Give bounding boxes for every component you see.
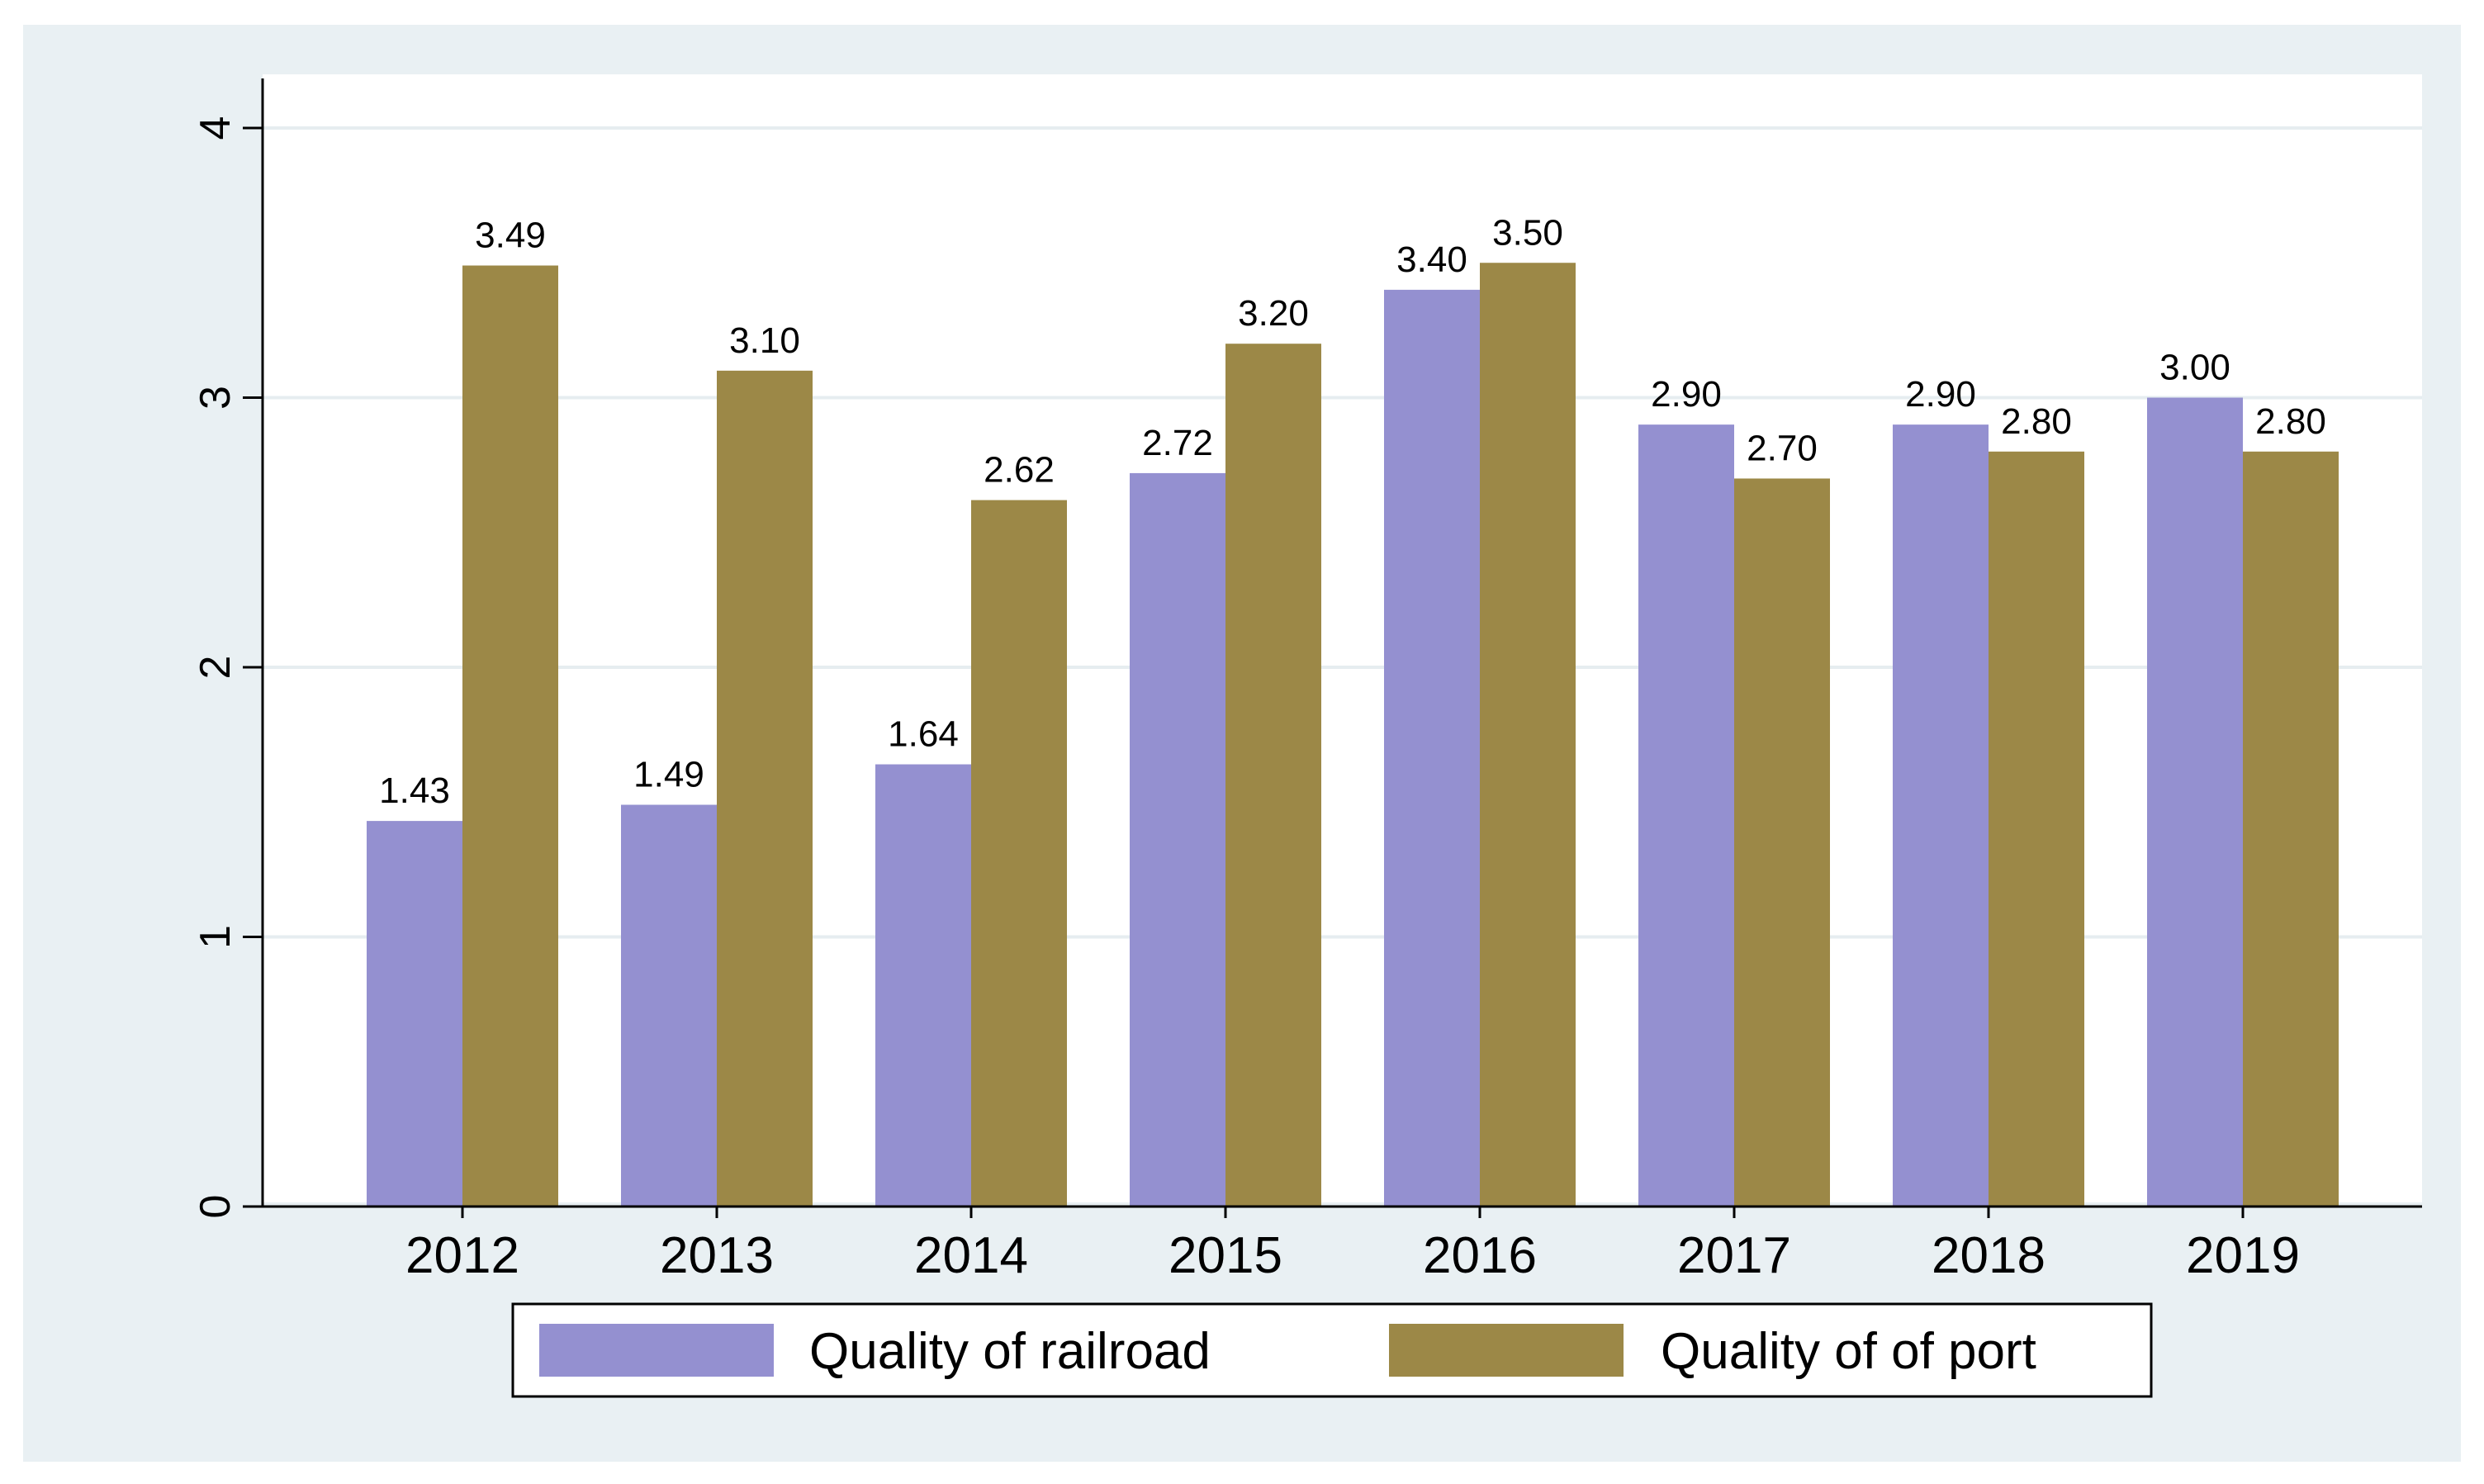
bar-railroad-2019 — [2147, 397, 2243, 1207]
data-label-railroad-2019: 3.00 — [2159, 348, 2230, 388]
data-label-port-2016: 3.50 — [1492, 212, 1563, 253]
bar-port-2012 — [462, 265, 558, 1207]
data-label-port-2013: 3.10 — [729, 320, 800, 361]
bar-railroad-2016 — [1384, 289, 1480, 1207]
bar-port-2016 — [1480, 263, 1576, 1207]
data-label-railroad-2018: 2.90 — [1905, 374, 1976, 415]
x-tick-label-2013: 2013 — [660, 1227, 774, 1284]
data-label-port-2019: 2.80 — [2255, 401, 2326, 442]
y-axis-ticks: 0 1 2 3 4 — [192, 116, 263, 1219]
data-label-railroad-2014: 1.64 — [888, 714, 959, 755]
legend-label-railroad: Quality of railroad — [809, 1323, 1211, 1380]
x-tick-label-2019: 2019 — [2186, 1227, 2300, 1284]
legend-swatch-port — [1389, 1324, 1624, 1377]
y-tick-label: 4 — [192, 116, 239, 140]
bar-chart: 1.43 3.49 1.49 3.10 1.64 2.62 2.72 3.20 3.40 3.50… — [192, 74, 2422, 1398]
bar-railroad-2015 — [1130, 472, 1225, 1207]
bar-railroad-2017 — [1638, 424, 1734, 1207]
data-label-railroad-2013: 1.49 — [633, 755, 704, 795]
data-labels: 1.43 3.49 1.49 3.10 1.64 2.62 2.72 3.20 3.40 3.50… — [379, 212, 2326, 811]
chart-frame: 1.43 3.49 1.49 3.10 1.64 2.62 2.72 3.20 3.40 3.50… — [23, 25, 2461, 1462]
bar-port-2017 — [1734, 478, 1830, 1207]
bar-port-2019 — [2243, 451, 2339, 1207]
x-tick-label-2018: 2018 — [1932, 1227, 2046, 1284]
legend-swatch-railroad — [539, 1324, 774, 1377]
data-label-port-2017: 2.70 — [1747, 428, 1818, 468]
plot-area — [263, 74, 2422, 1202]
x-axis-ticks: 2012 2013 2014 2015 2016 2017 2018 2019 — [405, 1207, 2300, 1284]
data-label-port-2018: 2.80 — [2001, 401, 2072, 442]
data-label-railroad-2015: 2.72 — [1142, 423, 1213, 463]
x-tick-label-2017: 2017 — [1677, 1227, 1791, 1284]
y-tick-label: 0 — [192, 1195, 239, 1219]
legend: Quality of railroad Quality of of port — [511, 1302, 2153, 1398]
y-tick-label: 3 — [192, 386, 239, 410]
bar-railroad-2018 — [1893, 424, 1989, 1207]
bars — [367, 263, 2339, 1207]
y-tick-label: 1 — [192, 925, 239, 949]
data-label-port-2015: 3.20 — [1238, 293, 1309, 334]
bar-railroad-2014 — [875, 764, 971, 1207]
x-tick-label-2016: 2016 — [1423, 1227, 1537, 1284]
bar-port-2018 — [1989, 451, 2084, 1207]
data-label-port-2012: 3.49 — [475, 216, 546, 256]
x-tick-label-2015: 2015 — [1169, 1227, 1282, 1284]
bar-railroad-2013 — [621, 804, 717, 1207]
bar-port-2014 — [971, 500, 1067, 1207]
data-label-port-2014: 2.62 — [984, 450, 1055, 491]
bar-railroad-2012 — [367, 821, 462, 1207]
x-tick-label-2014: 2014 — [914, 1227, 1028, 1284]
legend-box — [511, 1302, 2153, 1398]
data-label-railroad-2012: 1.43 — [379, 770, 450, 811]
bar-port-2013 — [717, 370, 813, 1207]
x-tick-label-2012: 2012 — [405, 1227, 519, 1284]
data-label-railroad-2017: 2.90 — [1651, 374, 1722, 415]
legend-label-port: Quality of of port — [1661, 1323, 2036, 1380]
y-tick-label: 2 — [192, 656, 239, 680]
bar-port-2015 — [1225, 344, 1321, 1207]
data-label-railroad-2016: 3.40 — [1396, 239, 1467, 280]
